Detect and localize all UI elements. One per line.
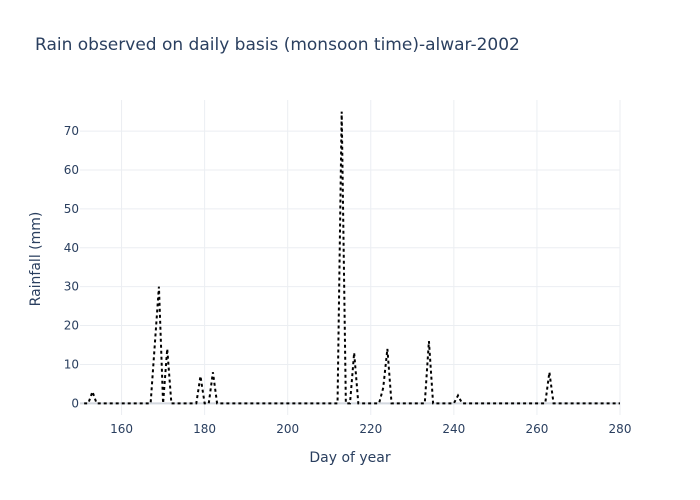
y-tick-label: 30	[64, 280, 79, 294]
y-axis-title: Rainfall (mm)	[28, 212, 44, 307]
y-tick-label: 0	[71, 396, 79, 410]
x-axis-ticks: 160 180 200 220 240 260 280	[110, 422, 631, 436]
x-tick-label: 200	[276, 422, 299, 436]
x-tick-label: 220	[359, 422, 382, 436]
grid-lines	[80, 100, 621, 415]
y-tick-label: 50	[64, 202, 79, 216]
x-tick-label: 160	[110, 422, 133, 436]
x-tick-label: 260	[525, 422, 548, 436]
x-tick-label: 280	[609, 422, 632, 436]
rainfall-series-line	[84, 111, 620, 405]
y-tick-label: 60	[64, 163, 79, 177]
chart-title: Rain observed on daily basis (monsoon ti…	[35, 35, 520, 55]
x-axis-title: Day of year	[309, 450, 391, 466]
y-tick-label: 20	[64, 319, 79, 333]
x-tick-label: 240	[442, 422, 465, 436]
y-tick-label: 70	[64, 124, 79, 138]
y-tick-label: 40	[64, 241, 79, 255]
plot-area	[84, 111, 620, 405]
y-tick-label: 10	[64, 357, 79, 371]
y-axis-ticks: 0 10 20 30 40 50 60 70	[64, 124, 79, 410]
x-tick-label: 180	[193, 422, 216, 436]
